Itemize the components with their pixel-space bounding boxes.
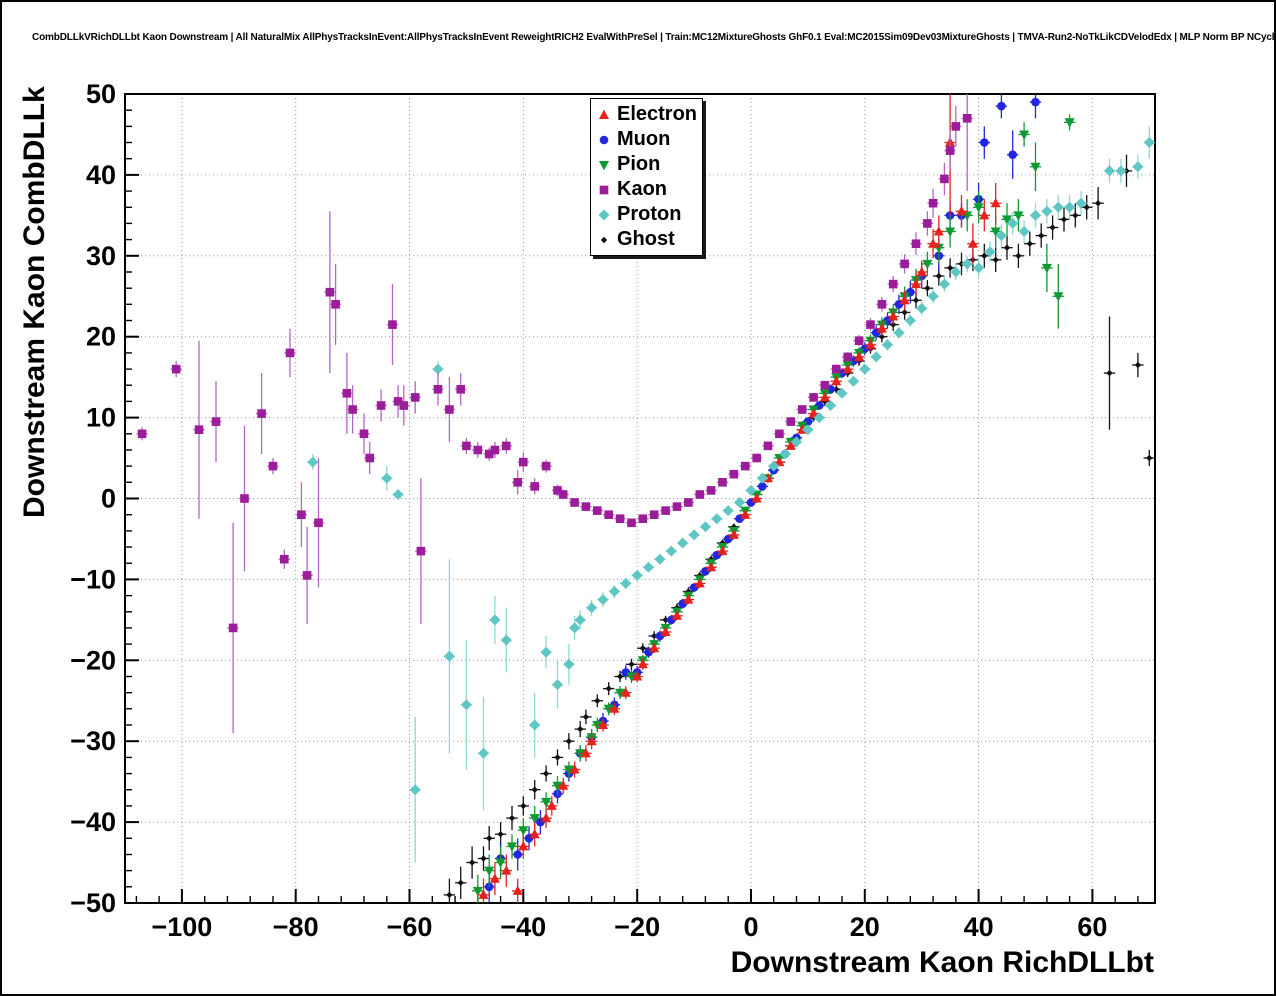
legend-entry-pion: Pion	[596, 152, 697, 177]
svg-text:10: 10	[86, 403, 116, 433]
legend-entry-proton: Proton	[596, 202, 697, 227]
series-proton	[307, 126, 1155, 863]
proton-marker-icon	[596, 207, 612, 223]
legend-entry-label: Electron	[617, 103, 698, 125]
electron-marker-icon	[596, 107, 612, 123]
kaon-marker-icon	[596, 182, 612, 198]
legend-entry-label: Pion	[617, 153, 661, 175]
muon-marker-icon	[596, 132, 612, 148]
legend-entry-muon: Muon	[596, 127, 697, 152]
legend-entry-electron: Electron	[596, 102, 697, 127]
ghost-marker-icon	[596, 232, 612, 248]
svg-text:−30: −30	[70, 726, 116, 756]
svg-text:50: 50	[86, 79, 116, 109]
svg-text:−10: −10	[70, 564, 116, 594]
y-tick-labels: −50 −40 −30 −20 −10 0 10 20 30 40 50	[70, 79, 116, 918]
svg-text:40: 40	[86, 160, 116, 190]
legend: Electron Muon Pion Kaon Proton Ghost	[590, 98, 704, 256]
svg-text:−50: −50	[70, 888, 116, 918]
axis-ticks	[125, 93, 1139, 904]
svg-text:−80: −80	[273, 912, 319, 942]
svg-text:−20: −20	[614, 912, 660, 942]
svg-text:−100: −100	[151, 912, 212, 942]
x-tick-labels: −100 −80 −60 −40 −20 0 20 40 60	[151, 912, 1107, 942]
svg-text:−20: −20	[70, 645, 116, 675]
svg-text:20: 20	[86, 322, 116, 352]
svg-text:30: 30	[86, 241, 116, 271]
svg-text:40: 40	[964, 912, 994, 942]
legend-entry-ghost: Ghost	[596, 227, 697, 252]
legend-entry-label: Muon	[617, 128, 671, 150]
legend-entry-label: Kaon	[617, 178, 667, 200]
series-kaon	[136, 94, 973, 734]
svg-text:20: 20	[850, 912, 880, 942]
legend-entry-kaon: Kaon	[596, 177, 697, 202]
svg-text:60: 60	[1077, 912, 1107, 942]
series-electron	[477, 94, 1002, 903]
svg-text:−60: −60	[387, 912, 433, 942]
svg-text:−40: −40	[500, 912, 546, 942]
x-axis-title: Downstream Kaon RichDLLbt	[730, 946, 1154, 979]
legend-entry-label: Proton	[617, 203, 682, 225]
svg-text:0: 0	[101, 484, 116, 514]
pion-marker-icon	[596, 157, 612, 173]
plot-title: CombDLLkVRichDLLbt Kaon Downstream | All…	[32, 32, 1275, 43]
svg-text:−40: −40	[70, 807, 116, 837]
y-axis-title: Downstream Kaon CombDLLk	[18, 86, 51, 518]
svg-text:0: 0	[743, 912, 758, 942]
legend-entry-label: Ghost	[617, 228, 675, 250]
